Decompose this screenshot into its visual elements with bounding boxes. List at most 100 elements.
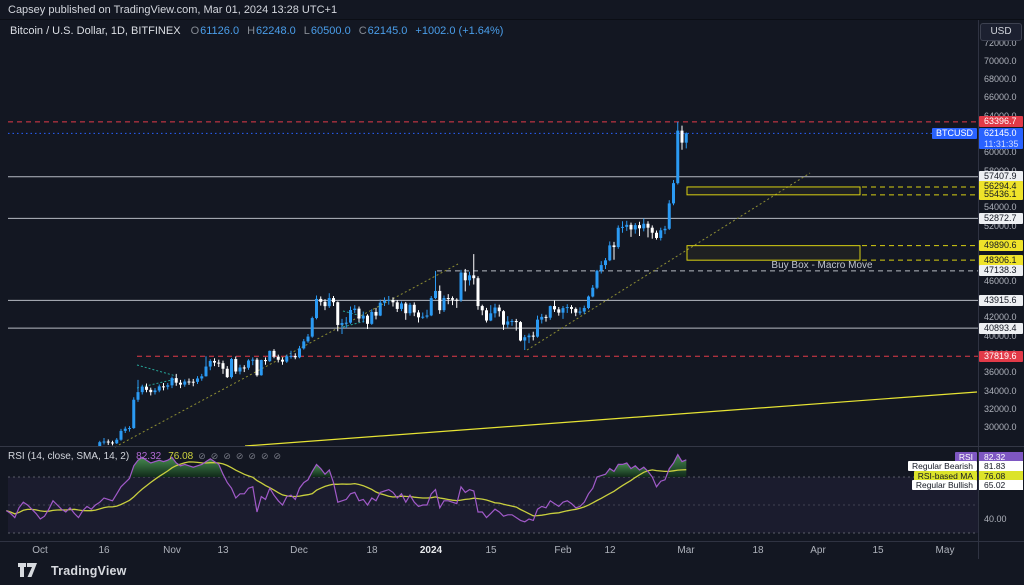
time-label: May [935,545,955,556]
candle [497,304,501,317]
time-axis[interactable]: Oct 16 Nov 13 Dec 18 2024 15 Feb 12 Mar 18 Apr 15 May [0,542,1024,559]
trendline[interactable] [244,391,978,447]
pennant-line[interactable] [136,364,177,377]
candle-body [676,130,680,184]
hidden-indicator-icon[interactable]: ⊘ [248,451,256,461]
price-tick: 72000.0 [984,37,1017,48]
buy-box[interactable] [686,245,861,261]
candle-body [264,360,267,362]
symbol-title[interactable]: Bitcoin / U.S. Dollar, 1D, BITFINEX [10,25,181,37]
tradingview-logo[interactable]: TradingView [18,563,127,578]
candle-body [523,337,527,341]
price-axis-badge: 49890.6 [979,240,1023,252]
candle [476,276,480,310]
candle-body [391,299,395,303]
candle-body [319,298,323,302]
time-label: 18 [366,545,378,556]
candle [106,439,110,445]
candle-body [561,308,565,313]
candle-body [650,227,654,233]
candle-body [446,297,450,299]
price-axis-badge: 62145.0 11:31:35 [979,127,1023,149]
pennant-line[interactable] [342,319,370,328]
candle [480,304,484,316]
time-label: 15 [485,545,497,556]
candle [523,334,527,351]
candle [599,261,603,274]
candle-body [395,302,399,309]
candle [642,218,646,232]
candle [565,304,569,313]
buy-box[interactable] [686,186,861,196]
candle-body [349,310,352,323]
candle-body [225,368,229,378]
candle [650,225,654,239]
candle [429,295,433,317]
pennant-line[interactable] [342,310,370,319]
currency-toggle-button[interactable]: USD [980,23,1022,41]
price-tick: 36000.0 [984,367,1017,378]
candle-body [417,312,420,318]
candle-body [604,260,607,266]
main-pane [8,121,978,448]
pennant-line[interactable] [136,378,177,389]
candle [344,317,348,329]
candle-body [489,313,493,321]
candle-body [514,321,518,323]
candle [557,306,561,316]
candle-body [268,350,272,362]
candle [238,364,242,375]
pane-separator[interactable] [0,446,1024,447]
candle [145,383,148,393]
candle [680,125,684,150]
hidden-indicator-icon[interactable]: ⊘ [235,451,244,461]
price-tick: 70000.0 [984,55,1017,66]
candle [221,360,225,374]
candle [468,271,471,286]
price-tick: 30000.0 [984,422,1017,433]
candle-body [463,272,467,281]
candle-body [179,382,182,385]
hidden-indicator-icon[interactable]: ⊘ [223,451,231,461]
publish-banner-text: Capsey published on TradingView.com, Mar… [8,3,338,16]
price-axis-badge: 63396.7 [979,116,1023,128]
symbol-legend[interactable]: Bitcoin / U.S. Dollar, 1D, BITFINEX O6112… [10,25,503,37]
ohlc-high-value: 62248.0 [256,25,296,37]
candle-body [429,298,433,316]
price-axis-badge: 47138.3 [979,265,1023,277]
candle-body [162,386,165,388]
candle [629,222,633,237]
hidden-indicator-icon[interactable]: ⊘ [260,451,269,461]
candle-body [599,265,603,271]
candle-body [174,378,178,383]
candle [548,305,552,320]
tradingview-logo-icon [18,563,37,577]
rsi-name-badge: Regular Bullish [911,480,977,490]
trendline[interactable] [526,172,811,351]
price-tick: 60000.0 [984,147,1017,158]
candle-body [442,297,446,311]
candle [395,300,399,313]
rsi-legend[interactable]: RSI (14, close, SMA, 14, 2) 82.32 76.08 ⊘ ⊘ ⊘… [8,451,281,462]
candle-body [587,296,590,308]
candle-body [340,323,344,325]
candle-body [425,315,429,317]
candle-body [434,290,437,299]
candle [306,334,310,343]
buy-box-annotation[interactable]: Buy Box - Macro Move [771,260,873,271]
candle [251,357,255,366]
candle [140,384,144,395]
candle-body [153,390,157,393]
hidden-indicator-icon[interactable]: ⊘ [210,451,219,461]
chart-canvas[interactable] [0,20,1024,585]
price-tick: 46000.0 [984,275,1017,286]
candle-body [140,386,144,393]
candle [353,305,357,313]
hidden-indicator-icon[interactable]: ⊘ [273,451,282,461]
hidden-indicator-icon[interactable]: ⊘ [198,451,206,461]
candle [442,295,446,313]
candle-body [612,245,616,248]
rsi-legend-title: RSI (14, close, SMA, 14, 2) [8,451,130,462]
candle-body [629,224,633,230]
